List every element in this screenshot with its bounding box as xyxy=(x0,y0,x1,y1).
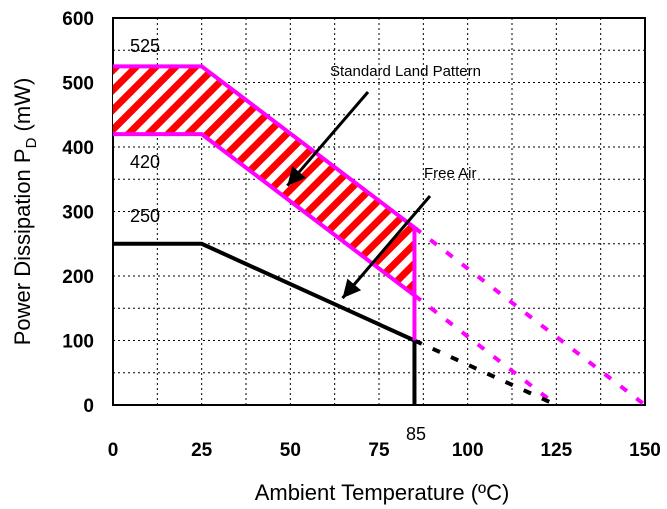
x-marker-label-85: 85 xyxy=(406,424,426,444)
x-tick-label: 50 xyxy=(280,440,301,461)
standard-land-pattern-upper-curve xyxy=(113,64,416,230)
x-axis-title: Ambient Temperature (ºC) xyxy=(255,480,510,505)
y-tick-label: 500 xyxy=(62,74,94,95)
value-label-250: 250 xyxy=(130,206,160,226)
y-tick-label: 200 xyxy=(62,267,94,288)
free-air-extrapolation xyxy=(413,338,558,407)
y-tick-label: 400 xyxy=(62,138,94,159)
value-label-420: 420 xyxy=(130,152,160,172)
annotation-free-air: Free Air xyxy=(424,165,477,182)
x-tick-label: 0 xyxy=(108,440,119,461)
free-air-curve xyxy=(113,241,416,343)
y-axis-title-subscript: D xyxy=(23,137,40,148)
x-tick-label: 125 xyxy=(540,440,572,461)
y-tick-label: 100 xyxy=(62,332,94,353)
y-tick-label: 0 xyxy=(83,396,94,417)
arrow-standard-land-pattern-head xyxy=(287,166,306,186)
annotation-arrows xyxy=(286,91,432,300)
plot-frame xyxy=(112,17,646,406)
x-tick-label: 25 xyxy=(191,440,213,461)
arrow-standard-land-pattern-shaft xyxy=(286,91,370,187)
standard-land-pattern-lower-curve xyxy=(113,132,416,297)
y-axis-title-main: Power Dissipation P xyxy=(10,148,35,345)
annotation-standard-land-pattern: Standard Land Pattern xyxy=(330,63,481,80)
y-axis-title: Power Dissipation PD (mW) xyxy=(10,78,40,346)
x-tick-label: 150 xyxy=(629,440,661,461)
x-tick-label: 100 xyxy=(452,440,484,461)
standard-land-pattern-upper-extrapolation xyxy=(413,226,647,407)
y-tick-label: 300 xyxy=(62,203,94,224)
y-tick-label: 600 xyxy=(62,9,94,30)
y-axis-title-unit: (mW) xyxy=(10,78,35,138)
arrow-free-air-shaft xyxy=(341,195,432,300)
arrow-free-air-head xyxy=(342,278,362,299)
value-label-525: 525 xyxy=(130,36,160,56)
y-tick-labels: 0 100 200 300 400 500 600 xyxy=(62,9,94,417)
x-tick-labels: 0 25 50 75 100 125 150 xyxy=(108,440,661,461)
x-tick-label: 75 xyxy=(368,440,390,461)
